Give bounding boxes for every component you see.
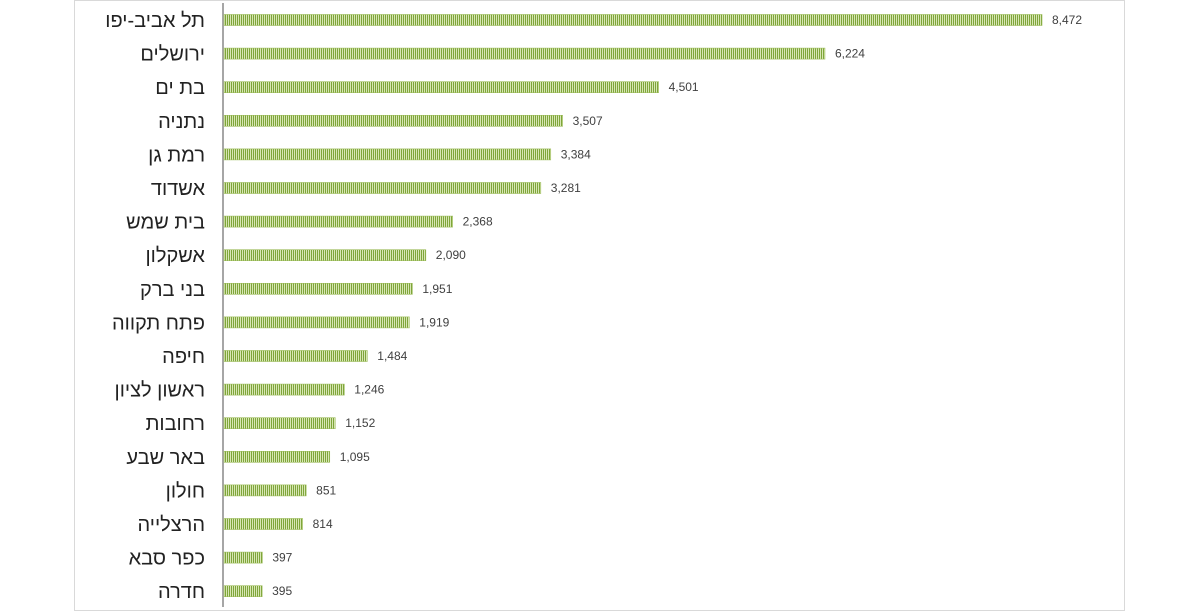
category-label: חולון	[166, 480, 205, 502]
bar	[223, 450, 331, 463]
value-label: 397	[272, 551, 292, 565]
value-label: 2,090	[436, 248, 466, 262]
category-label: פתח תקווה	[112, 312, 205, 334]
value-label: 3,507	[573, 114, 603, 128]
bar	[223, 81, 659, 93]
value-label: 1,246	[354, 383, 384, 397]
bar	[223, 14, 1043, 26]
value-label: 3,281	[551, 181, 581, 195]
value-label: 395	[272, 584, 292, 598]
category-label: רחובות	[146, 413, 205, 435]
category-label: אשדוד	[151, 178, 206, 200]
bar	[223, 182, 542, 194]
bar	[223, 585, 263, 598]
category-label: הרצלייה	[137, 514, 205, 536]
category-label: ראשון לציון	[115, 380, 205, 402]
value-label: 814	[313, 517, 333, 531]
value-label: 1,919	[419, 315, 449, 329]
bar	[223, 484, 307, 497]
category-label: כפר סבא	[129, 548, 205, 570]
category-label: אשקלון	[145, 245, 205, 267]
chart-frame: תל אביב-יפו 8,472 ירושלים 6,224 בת ים 4,501 נת…	[74, 0, 1125, 611]
category-label: בני ברק	[140, 279, 205, 301]
value-label: 1,152	[345, 416, 375, 430]
bar	[223, 282, 413, 295]
value-label: 1,951	[422, 282, 452, 296]
category-label: בת ים	[155, 77, 205, 99]
value-label: 6,224	[835, 47, 865, 61]
value-label: 2,368	[463, 215, 493, 229]
bar	[223, 47, 826, 60]
bar	[223, 249, 427, 261]
category-label: באר שבע	[126, 447, 205, 469]
bar	[223, 215, 453, 228]
bar	[223, 518, 303, 530]
value-label: 1,484	[377, 349, 407, 363]
value-label: 851	[316, 483, 336, 497]
bar	[223, 148, 552, 161]
bar	[223, 316, 410, 329]
value-label: 4,501	[669, 80, 699, 94]
bar-chart: תל אביב-יפו 8,472 ירושלים 6,224 בת ים 4,501 נת…	[105, 3, 1082, 607]
category-label: חיפה	[162, 346, 205, 368]
value-label: 3,384	[561, 147, 591, 161]
bar	[223, 350, 368, 362]
bar	[223, 383, 345, 396]
category-label: חדרה	[158, 581, 205, 603]
category-label: נתניה	[158, 111, 205, 133]
bar	[223, 551, 263, 564]
category-label: רמת גן	[148, 144, 205, 166]
value-label: 8,472	[1052, 13, 1082, 27]
category-label: בית שמש	[126, 212, 205, 234]
value-label: 1,095	[340, 450, 370, 464]
bar	[223, 115, 563, 127]
bar	[223, 417, 336, 430]
category-label: ירושלים	[140, 44, 205, 66]
category-label: תל אביב-יפו	[105, 10, 205, 32]
